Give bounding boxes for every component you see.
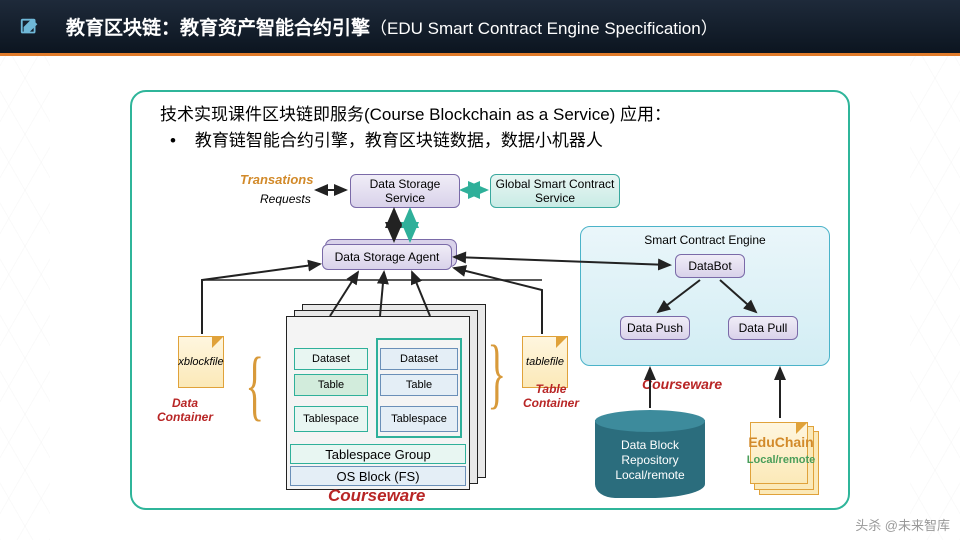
label-engine-title: Smart Contract Engine [581,233,829,247]
architecture-diagram: Transations Requests Data Storage Servic… [130,160,850,510]
label-courseware-main: Courseware [328,486,425,506]
cell-dataset-r: Dataset [380,348,458,370]
cell-table-r: Table [380,374,458,396]
bg-pattern-left [0,56,50,540]
brace-right: } [487,328,506,418]
doc-tablefile: tablefile [522,336,568,388]
brace-left: { [245,340,264,430]
label-data-container: Data Container [150,396,220,424]
desc-line1: 技术实现课件区块链即服务(Course Blockchain as a Serv… [160,102,671,128]
node-data-pull: Data Pull [728,316,798,340]
label-educhain: EduChainLocal/remote [746,434,816,466]
label-requests: Requests [260,192,311,206]
label-courseware-right: Courseware [642,376,722,392]
container-smart-contract-engine: Smart Contract Engine [580,226,830,366]
node-databot: DataBot [675,254,745,278]
cell-tablespace-group: Tablespace Group [290,444,466,464]
label-transactions: Transations [240,172,313,187]
cell-tablespace-l: Tablespace [294,406,368,432]
description: 技术实现课件区块链即服务(Course Blockchain as a Serv… [160,102,671,154]
watermark: 头杀 @未来智库 [855,515,950,534]
node-data-push: Data Push [620,316,690,340]
cell-tablespace-r: Tablespace [380,406,458,432]
cell-os-block: OS Block (FS) [290,466,466,486]
label-table-container: Table Container [516,382,586,410]
cylinder-data-block-repo: Data Block RepositoryLocal/remote [595,410,705,498]
node-global-smart-contract: Global Smart Contract Service [490,174,620,208]
node-data-storage-agent: Data Storage Agent [322,244,452,270]
cell-table-l: Table [294,374,368,396]
edit-icon [18,15,42,39]
header-title-en: （EDU Smart Contract Engine Specification… [370,14,718,39]
bg-pattern-right [910,56,960,540]
node-data-storage-service: Data Storage Service [350,174,460,208]
desc-line2: • 教育链智能合约引擎，教育区块链数据，数据小机器人 [170,128,671,154]
doc-xblockfile: xblockfile [178,336,224,388]
header-title-cn: 教育区块链：教育资产智能合约引擎 [66,13,370,40]
slide-header: 教育区块链：教育资产智能合约引擎 （EDU Smart Contract Eng… [0,0,960,56]
cell-dataset-l: Dataset [294,348,368,370]
